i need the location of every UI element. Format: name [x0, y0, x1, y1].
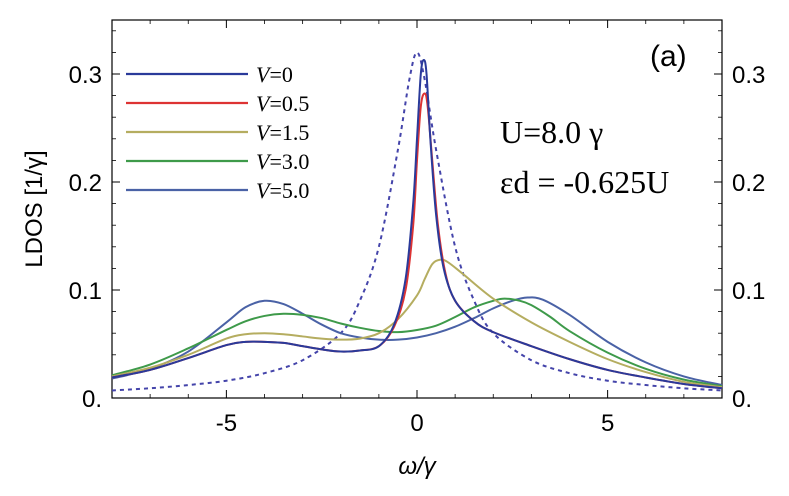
y-tick-label-right: 0.1: [732, 278, 765, 305]
x-tick-label: 0: [410, 410, 423, 437]
panel-label: (a): [650, 40, 687, 73]
legend-label: V=3.0: [256, 149, 309, 174]
y-tick-label-left: 0.1: [69, 278, 102, 305]
legend-label: V=0: [256, 62, 293, 87]
y-tick-label-right: 0.3: [732, 62, 765, 89]
series-line-reference-dotted: [111, 51, 723, 392]
annotation-epsilon: εd = -0.625U: [500, 164, 669, 200]
y-tick-label-left: 0.2: [69, 170, 102, 197]
x-tick-label: -5: [216, 410, 237, 437]
series-line-v-3-0: [111, 297, 723, 388]
x-axis-title: ω/γ: [398, 453, 437, 480]
series-line-v-5-0: [111, 296, 723, 387]
legend: V=0 V=0.5 V=1.5 V=3.0 V=5.0: [126, 62, 309, 203]
series-line-v-0: [111, 58, 723, 390]
series-group: [111, 51, 723, 392]
legend-label: V=0.5: [256, 91, 309, 116]
y-axis-title: LDOS [1/γ]: [21, 150, 48, 267]
x-tick-label: 5: [601, 410, 614, 437]
y-tick-label-right: 0.2: [732, 170, 765, 197]
legend-label: V=1.5: [256, 120, 309, 145]
annotation-u: U=8.0 γ: [500, 114, 603, 150]
y-tick-label-left: 0.3: [69, 62, 102, 89]
axis-ticks: -5 0 5 0. 0. 0.1 0.1 0.2 0.2 0.3 0.3: [69, 20, 765, 437]
y-tick-label-right: 0.: [732, 386, 752, 413]
series-line-v-1-5: [111, 258, 723, 389]
legend-label: V=5.0: [256, 178, 309, 203]
y-tick-label-left: 0.: [82, 386, 102, 413]
